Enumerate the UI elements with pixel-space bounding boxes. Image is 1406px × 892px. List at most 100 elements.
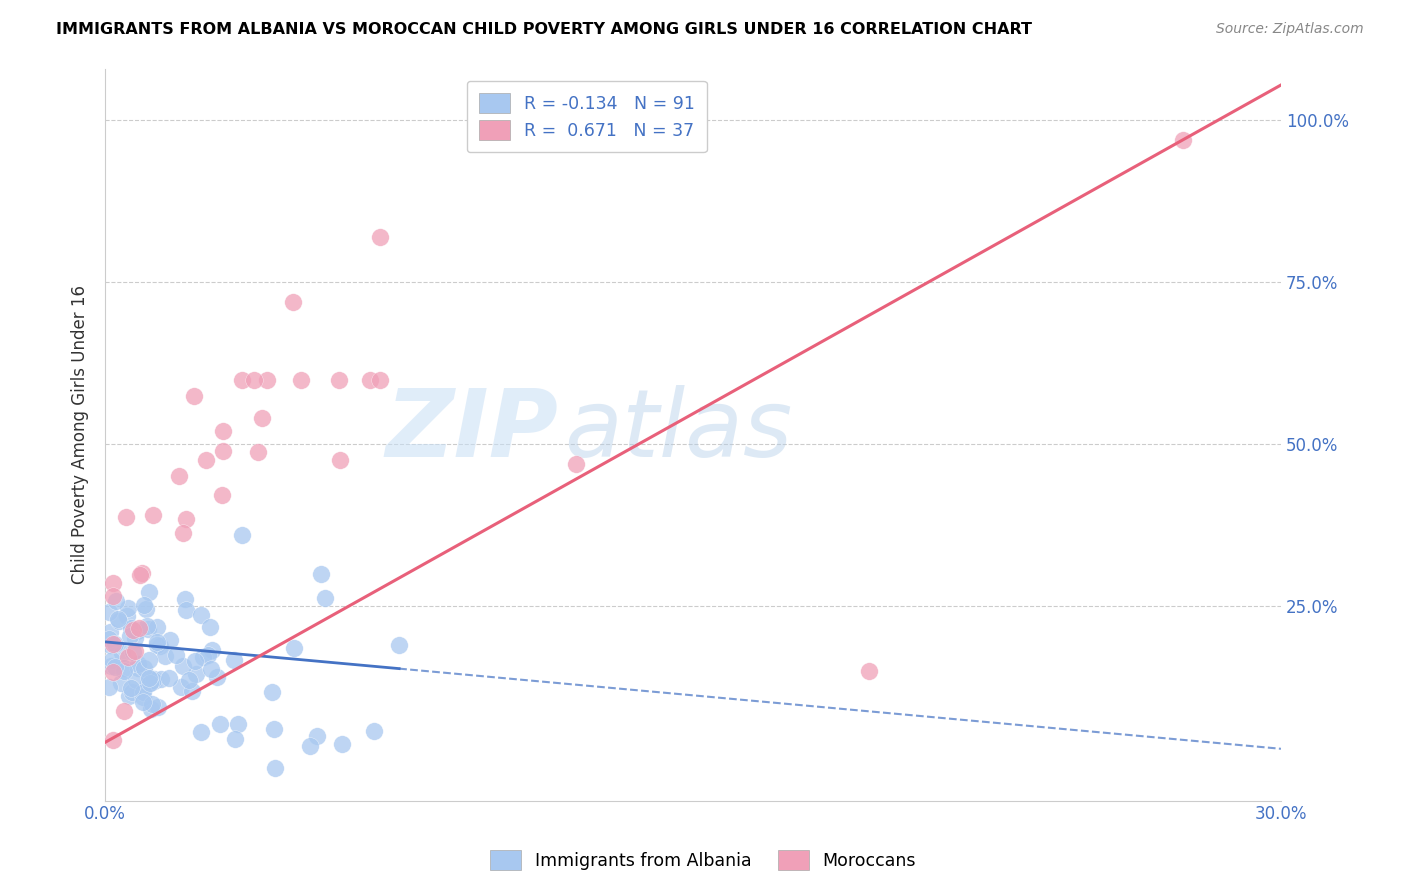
Point <box>125 673 148 687</box>
Point <box>184 666 207 681</box>
Point <box>100 659 122 673</box>
Point <box>124 631 146 645</box>
Point <box>330 737 353 751</box>
Point <box>120 629 142 643</box>
Point <box>170 680 193 694</box>
Point <box>194 452 217 467</box>
Point <box>368 230 391 244</box>
Point <box>110 675 132 690</box>
Point <box>305 729 328 743</box>
Point <box>314 591 336 606</box>
Point <box>104 660 127 674</box>
Point <box>132 695 155 709</box>
Point <box>231 372 253 386</box>
Point <box>139 676 162 690</box>
Point <box>108 615 131 629</box>
Point <box>283 640 305 655</box>
Point <box>263 761 285 775</box>
Point <box>134 661 156 675</box>
Point <box>117 609 139 624</box>
Point <box>122 624 145 638</box>
Point <box>118 689 141 703</box>
Point <box>117 600 139 615</box>
Point <box>197 648 219 662</box>
Point <box>141 697 163 711</box>
Point <box>309 566 332 581</box>
Point <box>243 372 266 386</box>
Point <box>120 681 142 695</box>
Point <box>298 739 321 753</box>
Point <box>207 670 229 684</box>
Point <box>224 731 246 746</box>
Point <box>200 662 222 676</box>
Point <box>115 510 138 524</box>
Point <box>139 702 162 716</box>
Point <box>172 658 194 673</box>
Point <box>250 411 273 425</box>
Point <box>98 632 121 646</box>
Point <box>129 568 152 582</box>
Point <box>184 654 207 668</box>
Point <box>290 372 312 386</box>
Point <box>111 646 134 660</box>
Point <box>138 653 160 667</box>
Point <box>858 664 880 678</box>
Point <box>127 624 149 638</box>
Point <box>1171 133 1194 147</box>
Point <box>368 372 391 386</box>
Point <box>146 635 169 649</box>
Point <box>211 488 233 502</box>
Point <box>159 632 181 647</box>
Text: IMMIGRANTS FROM ALBANIA VS MOROCCAN CHILD POVERTY AMONG GIRLS UNDER 16 CORRELATI: IMMIGRANTS FROM ALBANIA VS MOROCCAN CHIL… <box>56 22 1032 37</box>
Point <box>136 619 159 633</box>
Point <box>143 673 166 687</box>
Point <box>263 722 285 736</box>
Point <box>112 661 135 675</box>
Point <box>136 622 159 636</box>
Point <box>329 453 352 467</box>
Point <box>101 653 124 667</box>
Point <box>132 598 155 612</box>
Text: ZIP: ZIP <box>385 385 558 477</box>
Point <box>135 601 157 615</box>
Point <box>124 644 146 658</box>
Point <box>101 733 124 747</box>
Point <box>128 621 150 635</box>
Point <box>191 650 214 665</box>
Point <box>165 648 187 662</box>
Point <box>101 665 124 679</box>
Point <box>98 680 121 694</box>
Legend: R = -0.134   N = 91, R =  0.671   N = 37: R = -0.134 N = 91, R = 0.671 N = 37 <box>467 81 707 153</box>
Point <box>122 645 145 659</box>
Point <box>211 443 233 458</box>
Point <box>104 594 127 608</box>
Point <box>98 625 121 640</box>
Point <box>100 639 122 653</box>
Point <box>363 724 385 739</box>
Point <box>174 592 197 607</box>
Point <box>212 424 235 438</box>
Point <box>112 664 135 678</box>
Point <box>120 621 142 635</box>
Text: atlas: atlas <box>564 385 792 476</box>
Point <box>153 648 176 663</box>
Point <box>181 683 204 698</box>
Point <box>226 717 249 731</box>
Point <box>128 623 150 637</box>
Point <box>101 590 124 604</box>
Point <box>200 619 222 633</box>
Point <box>256 372 278 386</box>
Point <box>174 602 197 616</box>
Point <box>117 650 139 665</box>
Point <box>157 671 180 685</box>
Point <box>142 673 165 687</box>
Point <box>209 716 232 731</box>
Point <box>98 605 121 619</box>
Point <box>114 704 136 718</box>
Point <box>127 657 149 672</box>
Point <box>132 690 155 704</box>
Point <box>150 673 173 687</box>
Point <box>190 608 212 623</box>
Point <box>138 672 160 686</box>
Point <box>136 677 159 691</box>
